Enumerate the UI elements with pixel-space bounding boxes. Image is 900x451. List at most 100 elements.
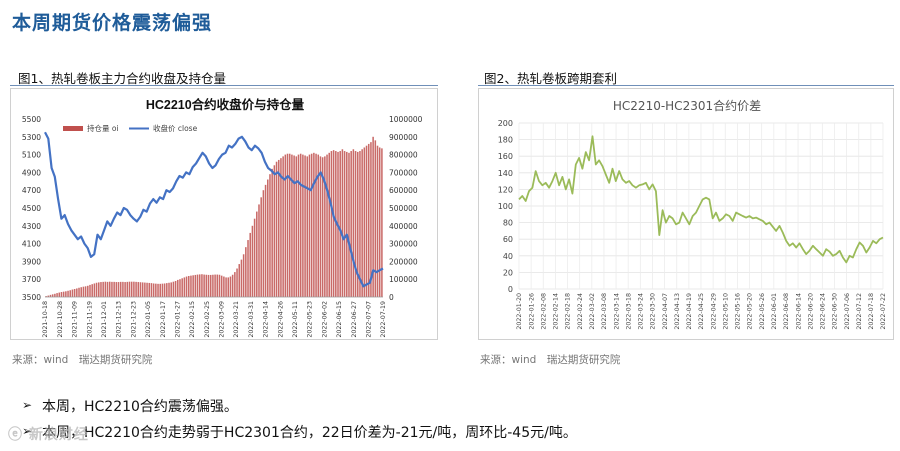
chart1-x-tick-label: 2022-06-27: [351, 301, 358, 338]
chart1-oi-bar: [172, 281, 175, 297]
chart2-x-tick-label: 2022-03-30: [650, 293, 657, 330]
chart1-oi-bar: [187, 275, 190, 297]
chart1-yright-tick-label: 800000: [389, 151, 418, 160]
chart1-x-tick-label: 2022-02-15: [189, 301, 196, 338]
bullet-list: ➢ 本周，HC2210合约震荡偏强。 ➢ 本周，HC2210合约走势弱于HC23…: [22, 396, 882, 448]
chart1-oi-bar: [288, 153, 291, 297]
chart1-oi-bar: [45, 296, 47, 297]
chart2-x-tick-label: 2022-07-12: [856, 293, 863, 330]
chart1-oi-bar: [174, 280, 177, 297]
chart1-oi-bar: [277, 159, 280, 297]
chart1-x-tick-label: 2022-07-19: [380, 301, 387, 338]
chart1-frame: HC2210合约收盘价与持仓量 持仓量 oi 收盘价 close 3500 3700 39…: [10, 88, 438, 340]
chart1-oi-bar: [133, 281, 135, 297]
chart1-oi-bar: [348, 152, 350, 297]
chart1-oi-bar: [258, 204, 260, 297]
chart1-oi-bar: [227, 277, 230, 297]
chart1-oi-bar: [359, 151, 361, 297]
chart1-x-tick-label: 2022-02-25: [204, 301, 211, 338]
chart1-oi-bar: [367, 143, 370, 297]
chart1-oi-bar: [335, 151, 337, 297]
chart1-x-tick-label: 2021-12-23: [130, 301, 137, 338]
chart1-x-tick-label: 2022-05-11: [292, 301, 299, 338]
chart1-oi-bar: [245, 247, 247, 297]
chart1-oi-bar: [87, 285, 89, 297]
chart1-oi-bar: [293, 155, 295, 297]
chart1-oi-bar: [205, 274, 208, 297]
chart1-yleft-tick-label: 4700: [22, 186, 41, 195]
chart2-x-tick-label: 2022-03-14: [613, 293, 620, 330]
chart1-oi-bar: [102, 281, 104, 297]
chart1-oi-bar: [352, 149, 355, 297]
chart1-oi-bar: [111, 281, 113, 297]
chart1-oi-bar: [73, 288, 76, 297]
chart2-x-tick-label: 2022-06-01: [771, 293, 778, 330]
chart1-oi-bar: [65, 291, 67, 297]
figure2-caption: 图2、热轧卷板跨期套利: [484, 71, 617, 86]
chart1-oi-bar: [122, 281, 124, 297]
chart2-x-tick-label: 2022-04-29: [710, 293, 717, 330]
chart1-x-tick-label: 2022-03-09: [219, 301, 226, 338]
chart1-x-tick-label: 2022-01-27: [174, 301, 181, 338]
chart1-oi-bar: [381, 148, 383, 297]
chart1-oi-bar: [170, 282, 172, 297]
chart1-yleft-tick-label: 5100: [22, 151, 41, 160]
chart1-yright-tick-label: 300000: [389, 240, 418, 249]
chart2-x-tick-label: 2022-06-30: [832, 293, 839, 330]
chart1-x-tick-label: 2022-06-02: [321, 301, 328, 338]
chart2-x-tick-label: 2022-05-20: [747, 293, 754, 330]
chart2-x-tick-label: 2022-05-16: [735, 293, 742, 330]
chart1-oi-bar: [130, 281, 133, 297]
chart1-oi-bar: [137, 282, 140, 297]
chart2-x-tick-label: 2022-03-02: [589, 293, 596, 330]
chart2-x-tick-label: 2022-03-18: [625, 293, 632, 330]
chart1-yleft-tick-label: 5300: [22, 133, 41, 142]
chart1-oi-bar: [95, 282, 98, 297]
chart1-oi-bar: [319, 156, 322, 297]
chart1-oi-bar: [179, 279, 181, 297]
chart2-y-tick-label: 60: [503, 235, 513, 244]
chart1-oi-bar: [330, 151, 333, 297]
chart1-oi-bar: [236, 268, 238, 297]
chart1-oi-bar: [84, 286, 87, 297]
chart1-oi-bar: [146, 282, 148, 297]
chart2-x-tick-label: 2022-04-13: [674, 293, 681, 330]
chart1-oi-bar: [370, 142, 372, 297]
chart1-oi-bar: [321, 157, 324, 297]
chart1-oi-bar: [242, 254, 245, 297]
chart2-x-tick-label: 2022-07-18: [868, 293, 875, 330]
chart1-oi-bar: [310, 153, 313, 297]
chart1-oi-bar: [240, 259, 243, 297]
chart1-legend-close: 收盘价 close: [153, 123, 198, 133]
chart1-oi-bar: [247, 240, 249, 297]
chart1-oi-bar: [190, 275, 192, 297]
chart1-oi-bar: [376, 145, 379, 297]
chart1-oi-bar: [54, 293, 56, 297]
chart1-oi-bar: [177, 279, 179, 297]
chart1-oi-bar: [231, 274, 234, 297]
chart1-oi-bar: [91, 284, 93, 297]
chart1-oi-bar: [299, 153, 302, 297]
chart2-y-tick-label: 140: [498, 169, 513, 178]
chart1-title: HC2210合约收盘价与持仓量: [146, 97, 305, 112]
chart1-oi-bar: [168, 282, 170, 297]
chart1-oi-bar: [196, 274, 199, 297]
figure2-source: 来源：wind 瑞达期货研究院: [480, 354, 621, 366]
chart2-x-tick-label: 2022-05-10: [722, 293, 729, 330]
chart1-oi-bar: [253, 218, 256, 297]
chart1-oi-bar: [60, 292, 63, 297]
chart1-oi-bar: [234, 272, 236, 297]
chart1-oi-bar: [343, 151, 346, 297]
chart1-x-tick-label: 2022-03-21: [233, 301, 240, 338]
chart1-x-tick-label: 2021-12-13: [116, 301, 123, 338]
chart1-oi-bar: [157, 283, 159, 297]
bullet-arrow-icon: ➢: [22, 398, 33, 412]
chart2-y-tick-label: 20: [503, 268, 513, 277]
chart1-oi-bar: [328, 152, 330, 297]
chart1-x-tick-label: 2021-12-01: [101, 301, 108, 338]
chart1-yleft-tick-label: 4100: [22, 240, 41, 249]
chart1-oi-bar: [80, 287, 82, 297]
chart1-oi-bar: [148, 282, 151, 297]
chart2-x-tick-label: 2022-01-20: [516, 293, 523, 330]
chart1-oi-bar: [339, 151, 341, 297]
